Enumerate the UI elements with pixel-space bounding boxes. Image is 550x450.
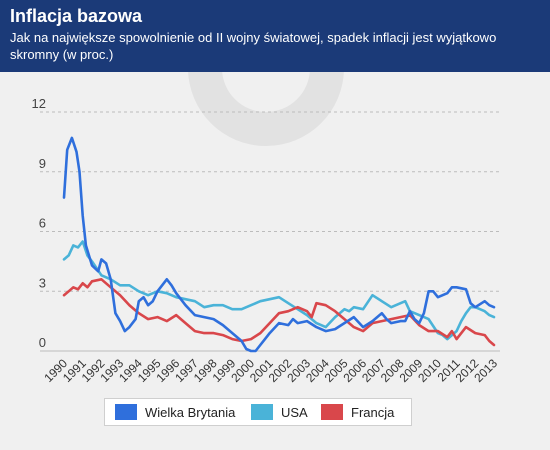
x-axis: 1990199119921993199419951996199719981999…	[41, 356, 500, 385]
x-tick-label: 2013	[471, 356, 500, 385]
header-bar: Inflacja bazowa Jak na największe spowol…	[0, 0, 550, 72]
y-tick-label: 9	[39, 156, 46, 171]
legend-swatch-france	[321, 404, 343, 420]
y-axis: 0 3 6 9 12	[32, 96, 46, 350]
grid	[40, 111, 500, 352]
legend-label-france: Francja	[351, 404, 395, 420]
legend-swatch-uk	[115, 404, 137, 420]
series-line-france	[62, 278, 496, 347]
legend-item-usa: USA	[251, 399, 308, 425]
legend-item-uk: Wielka Brytania	[115, 399, 235, 425]
y-tick-label: 6	[39, 216, 46, 231]
watermark-logo	[188, 72, 344, 146]
chart-subtitle: Jak na największe spowolnienie od II woj…	[10, 30, 497, 62]
legend-label-usa: USA	[281, 404, 308, 420]
y-tick-label: 0	[39, 335, 46, 350]
chart-title: Inflacja bazowa	[10, 6, 143, 26]
y-tick-label: 3	[39, 275, 46, 290]
legend-item-france: Francja	[321, 399, 394, 425]
legend: Wielka Brytania USA Francja	[104, 398, 412, 426]
y-tick-label: 12	[32, 96, 46, 111]
legend-label-uk: Wielka Brytania	[145, 404, 236, 420]
legend-swatch-usa	[251, 404, 273, 420]
series-line-uk	[62, 136, 496, 353]
series-lines	[62, 136, 496, 353]
